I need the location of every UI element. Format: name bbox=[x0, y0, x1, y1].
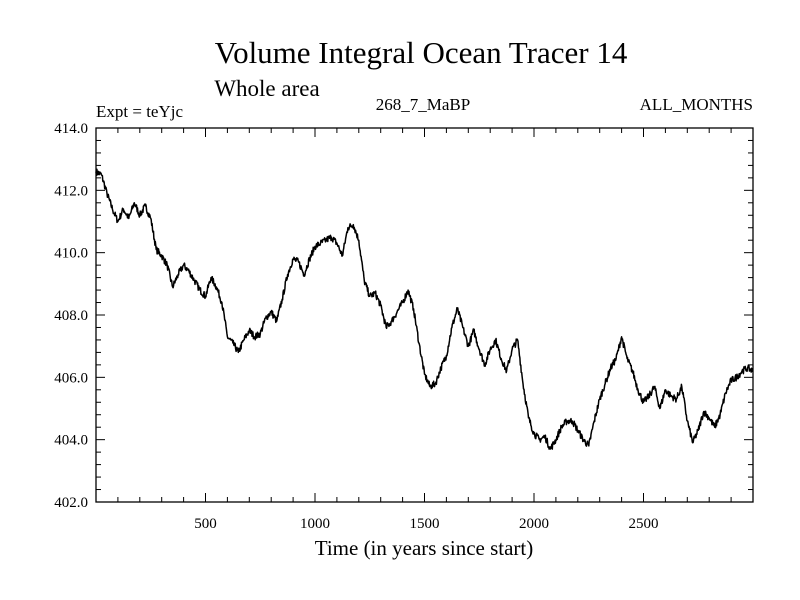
x-tick-label: 500 bbox=[194, 516, 217, 532]
y-tick-label: 410.0 bbox=[54, 246, 88, 262]
x-axis-label: Time (in years since start) bbox=[315, 536, 534, 560]
chart-subtitle: Whole area bbox=[214, 76, 319, 101]
y-tick-label: 408.0 bbox=[54, 308, 88, 324]
experiment-label: Expt = teYjc bbox=[96, 102, 183, 121]
x-tick-label: 2500 bbox=[629, 516, 659, 532]
y-tick-label: 412.0 bbox=[54, 183, 88, 199]
axes: 500 1000 1500 2000 2500 402.0 404.0 406.0 408.0 4… bbox=[54, 121, 753, 532]
y-tick-label: 404.0 bbox=[54, 433, 88, 449]
x-tick-label: 1500 bbox=[410, 516, 440, 532]
series-line bbox=[95, 168, 754, 450]
x-tick-label: 2000 bbox=[519, 516, 549, 532]
period-label: 268_7_MaBP bbox=[376, 95, 470, 114]
y-tick-label: 402.0 bbox=[54, 495, 88, 511]
x-tick-label: 1000 bbox=[300, 516, 330, 532]
months-label: ALL_MONTHS bbox=[640, 95, 753, 114]
y-tick-label: 414.0 bbox=[54, 121, 88, 137]
y-tick-label: 406.0 bbox=[54, 370, 88, 386]
plot-frame bbox=[95, 127, 754, 503]
series-group bbox=[95, 168, 754, 450]
chart-title: Volume Integral Ocean Tracer 14 bbox=[215, 35, 628, 70]
